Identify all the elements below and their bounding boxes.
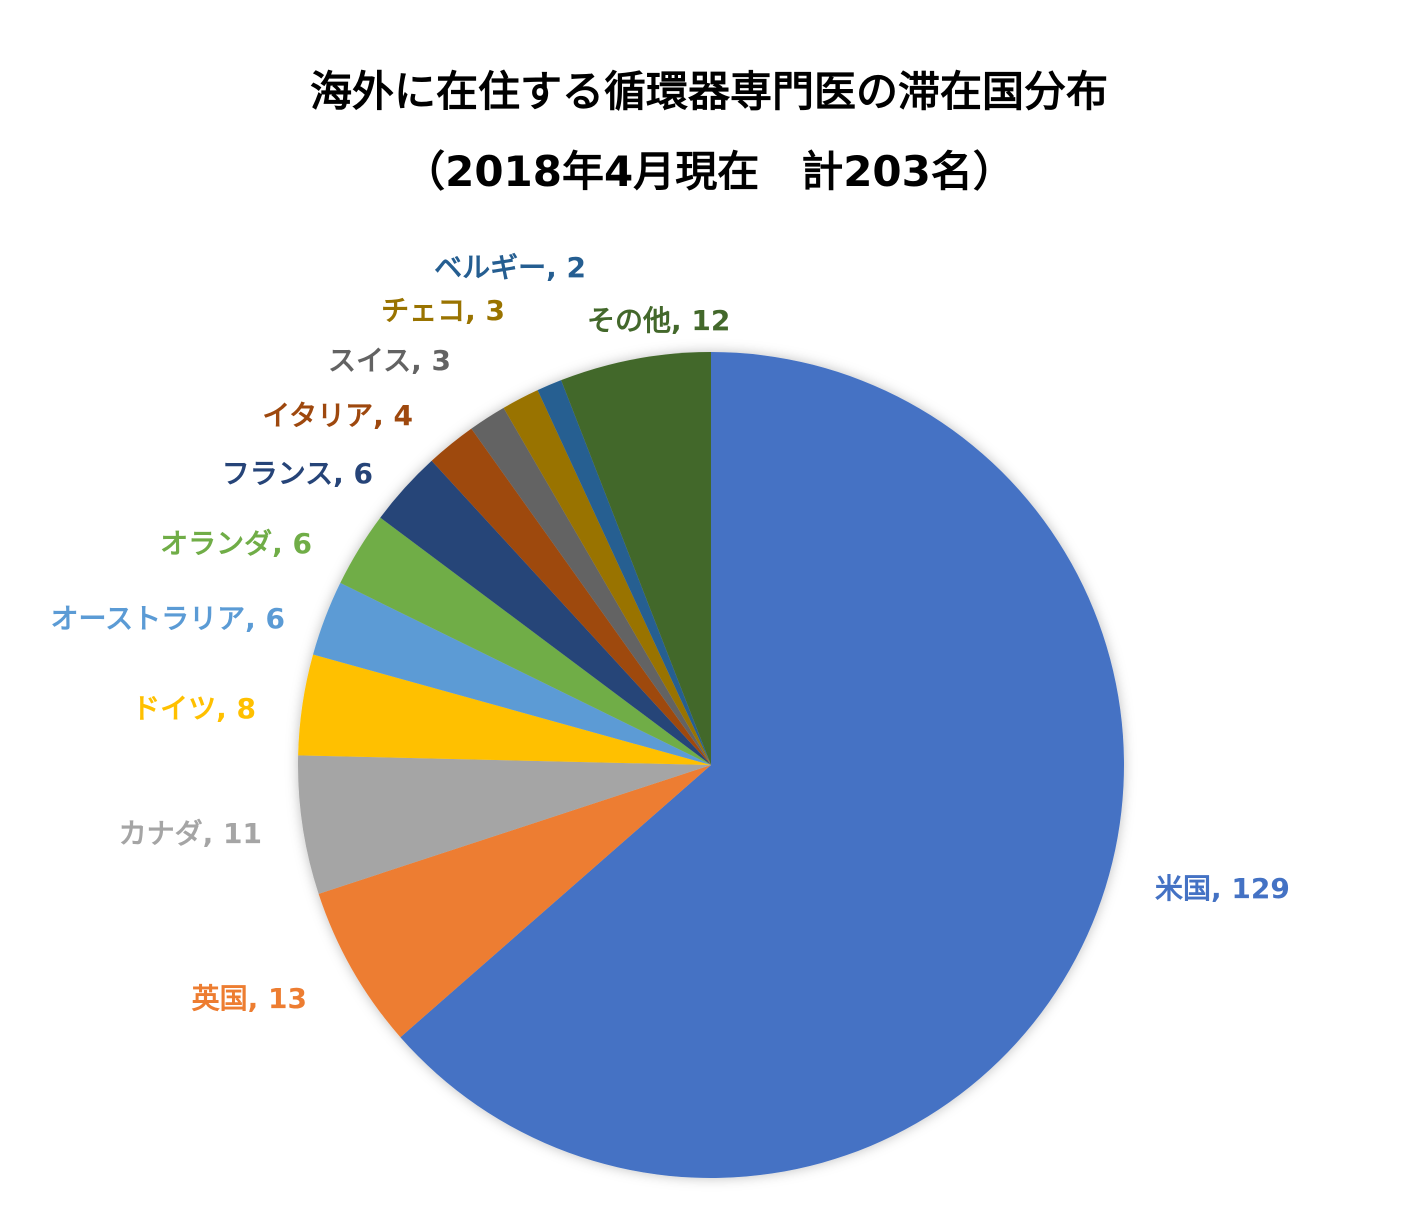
slice-label-5: オーストラリア, 6 — [51, 602, 285, 635]
slice-label-3: カナダ, 11 — [119, 817, 262, 850]
slice-label-4: ドイツ, 8 — [132, 692, 256, 725]
pie-slice-8 — [431, 428, 711, 765]
pie-slice-12 — [561, 352, 711, 765]
pie-slice-10 — [503, 390, 711, 765]
pie-slices — [297, 352, 1124, 1178]
chart-subtitle: （2018年4月現在 計203名） — [403, 147, 1015, 196]
slice-label-10: チェコ, 3 — [381, 294, 505, 327]
pie-labels: 米国, 129 英国, 13 カナダ, 11 ドイツ, 8 オーストラリア, 6 オランダ… — [51, 251, 1290, 1015]
pie-slice-6 — [340, 517, 711, 765]
slice-label-7: フランス, 6 — [222, 457, 373, 490]
pie-slice-3 — [297, 755, 711, 894]
slice-label-8: イタリア, 4 — [262, 399, 413, 432]
chart-title: 海外に在住する循環器専門医の滞在国分布 — [309, 67, 1108, 116]
pie-slice-4 — [298, 654, 711, 765]
slice-label-11: ベルギー, 2 — [434, 251, 586, 284]
slice-label-1: 米国, 129 — [1155, 872, 1290, 905]
pie-slice-11 — [537, 380, 711, 765]
slice-label-12: その他, 12 — [587, 304, 730, 337]
slice-label-2: 英国, 13 — [192, 982, 307, 1015]
pie-slice-9 — [471, 407, 711, 765]
pie-slice-5 — [313, 582, 711, 765]
slice-label-9: スイス, 3 — [328, 344, 451, 377]
pie-slice-7 — [380, 460, 711, 765]
pie-slice-2 — [318, 765, 711, 1038]
slice-label-6: オランダ, 6 — [160, 527, 312, 560]
pie-slice-1 — [400, 352, 1124, 1178]
